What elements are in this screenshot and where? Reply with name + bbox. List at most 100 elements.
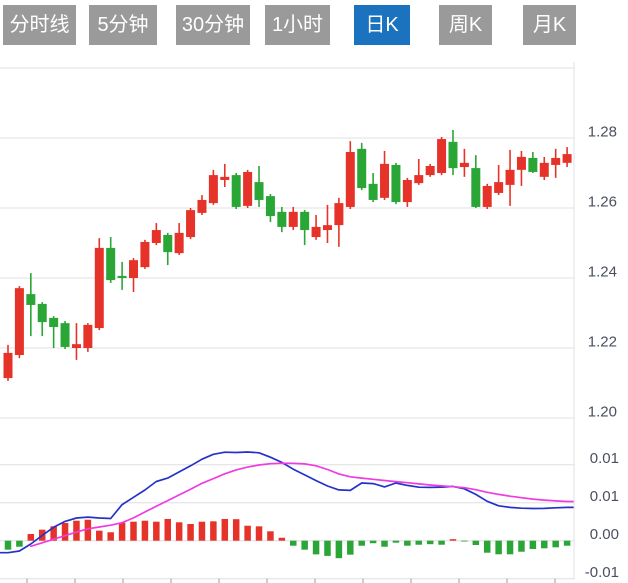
price-axis-label: 1.26 bbox=[588, 194, 617, 211]
macd-axis-label: 0.01 bbox=[590, 488, 619, 505]
period-tab-1小时[interactable]: 1小时 bbox=[265, 5, 330, 45]
macd-bar-negative bbox=[461, 540, 468, 542]
candle-down bbox=[368, 183, 378, 200]
candle-down bbox=[49, 317, 59, 327]
macd-bar-positive bbox=[50, 526, 57, 541]
candle-down bbox=[163, 234, 173, 253]
macd-bar-negative bbox=[495, 540, 502, 555]
candle-up bbox=[220, 176, 230, 180]
macd-bar-positive bbox=[141, 520, 149, 541]
candle-up bbox=[3, 352, 13, 379]
macd-bar-negative bbox=[404, 540, 411, 546]
candle-down bbox=[60, 323, 70, 347]
candle-down bbox=[448, 141, 458, 169]
macd-bar-positive bbox=[449, 539, 457, 541]
macd-bar-negative bbox=[381, 540, 388, 547]
candle-down bbox=[471, 168, 481, 207]
candle-up bbox=[71, 344, 81, 348]
candle-down bbox=[106, 247, 116, 281]
price-axis-label: 1.22 bbox=[588, 334, 617, 351]
macd-axis-label: 0.00 bbox=[590, 526, 619, 543]
macd-dif-line bbox=[0, 451, 574, 554]
macd-bar-positive bbox=[73, 520, 80, 541]
macd-bar-negative bbox=[369, 540, 377, 544]
macd-bar-positive bbox=[187, 523, 194, 541]
macd-bar-negative bbox=[506, 540, 514, 555]
macd-bar-positive bbox=[232, 519, 240, 541]
period-tab-月K[interactable]: 月K bbox=[523, 5, 576, 45]
macd-bar-negative bbox=[415, 540, 423, 545]
candle-up bbox=[83, 324, 93, 348]
price-axis-label: 1.20 bbox=[588, 404, 617, 421]
macd-bar-positive bbox=[118, 522, 126, 541]
candle-up bbox=[129, 260, 139, 278]
candle-up bbox=[311, 226, 321, 238]
candle-down bbox=[117, 275, 127, 278]
macd-bar-negative bbox=[290, 540, 297, 546]
macd-bar-positive bbox=[107, 532, 114, 541]
macd-bar-positive bbox=[61, 522, 69, 541]
candle-up bbox=[151, 230, 161, 243]
candle-up bbox=[174, 232, 184, 254]
macd-bar-positive bbox=[84, 519, 92, 541]
candle-up bbox=[402, 180, 412, 203]
macd-bar-negative bbox=[552, 540, 559, 548]
candle-up bbox=[186, 210, 196, 238]
candle-up bbox=[380, 163, 390, 198]
period-tab-分时线[interactable]: 分时线 bbox=[3, 5, 76, 45]
candle-down bbox=[391, 164, 401, 203]
candle-down bbox=[528, 157, 538, 172]
candle-down bbox=[357, 148, 367, 189]
macd-bar-negative bbox=[563, 540, 571, 546]
macd-bar-negative bbox=[438, 540, 445, 545]
candle-up bbox=[345, 152, 355, 207]
macd-bar-negative bbox=[16, 540, 23, 547]
period-tab-5分钟[interactable]: 5分钟 bbox=[89, 5, 157, 45]
candle-up bbox=[322, 225, 332, 231]
candle-up bbox=[539, 162, 549, 177]
macd-bar-positive bbox=[267, 531, 274, 541]
macd-bar-negative bbox=[312, 540, 320, 555]
price-axis-label: 1.28 bbox=[588, 124, 617, 141]
candle-up bbox=[140, 241, 150, 268]
period-tab-周K[interactable]: 周K bbox=[439, 5, 492, 45]
candle-up bbox=[459, 162, 469, 168]
macd-bar-negative bbox=[358, 540, 365, 546]
candle-up bbox=[94, 247, 104, 329]
candle-up bbox=[14, 288, 24, 355]
macd-bar-negative bbox=[392, 540, 400, 543]
candle-up bbox=[562, 154, 572, 163]
macd-bar-positive bbox=[130, 521, 137, 541]
candle-down bbox=[265, 196, 275, 217]
macd-bar-negative bbox=[529, 540, 537, 549]
period-toolbar: 分时线 5分钟 30分钟 1小时 日K 周K 月K bbox=[0, 0, 628, 50]
candle-down bbox=[254, 182, 264, 200]
candle-down bbox=[300, 211, 310, 231]
candle-up bbox=[288, 211, 298, 227]
candle-down bbox=[37, 303, 47, 323]
period-tab-30分钟[interactable]: 30分钟 bbox=[176, 5, 250, 45]
macd-bar-positive bbox=[255, 526, 263, 541]
macd-bar-negative bbox=[324, 540, 331, 556]
macd-bar-negative bbox=[483, 540, 491, 553]
macd-bar-negative bbox=[335, 540, 343, 559]
macd-bar-positive bbox=[244, 525, 251, 541]
macd-bar-negative bbox=[541, 540, 548, 549]
candle-up bbox=[243, 171, 253, 206]
macd-bar-negative bbox=[518, 540, 525, 552]
candle-up bbox=[551, 157, 561, 165]
macd-bar-positive bbox=[210, 521, 217, 541]
macd-bar-positive bbox=[96, 530, 103, 541]
candle-down bbox=[26, 294, 36, 305]
macd-bar-positive bbox=[221, 518, 229, 541]
candle-down bbox=[231, 175, 241, 207]
candle-down bbox=[277, 211, 287, 227]
candle-up bbox=[505, 169, 515, 185]
macd-bar-positive bbox=[164, 518, 171, 541]
macd-bar-negative bbox=[347, 540, 354, 555]
period-tab-日K-active[interactable]: 日K bbox=[354, 5, 410, 45]
candle-up bbox=[334, 203, 344, 226]
macd-bar-negative bbox=[426, 540, 434, 545]
macd-dea-line bbox=[29, 462, 574, 548]
